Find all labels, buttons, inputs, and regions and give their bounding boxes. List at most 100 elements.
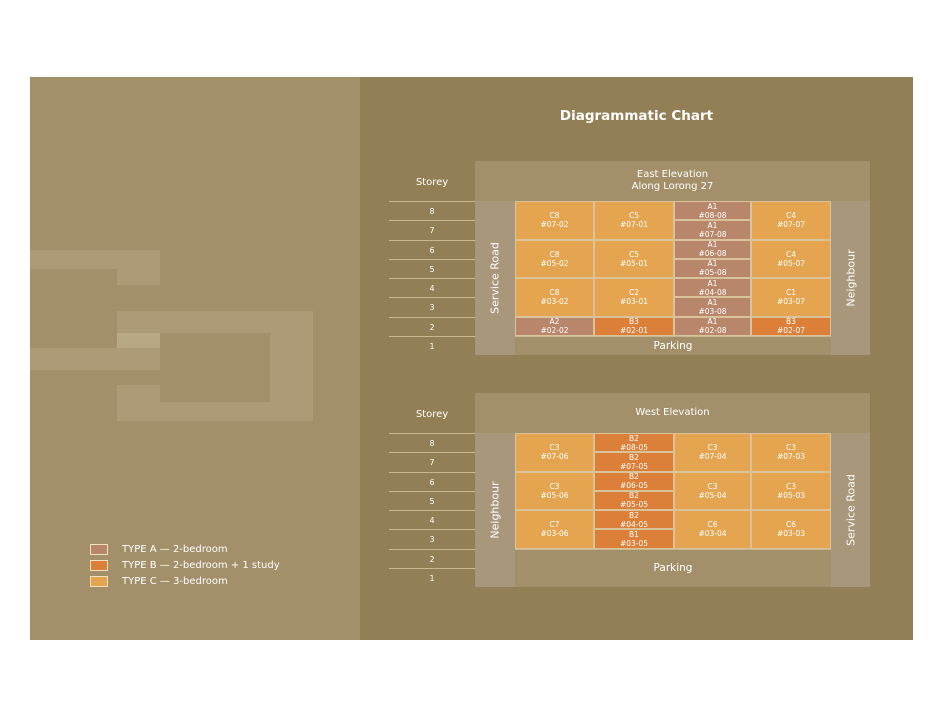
unit-number: #02-08 <box>698 326 727 336</box>
unit-number: #05-02 <box>540 258 569 268</box>
legend-swatch <box>90 544 108 555</box>
side-label: Service Road <box>844 474 857 546</box>
decorative-block <box>30 348 160 370</box>
side-label-right: Neighbour <box>831 201 870 355</box>
unit-number: #05-08 <box>698 268 727 278</box>
unit-cell: C2 #03-01 <box>594 278 674 317</box>
unit-cell: C3 #07-06 <box>515 433 594 472</box>
decorative-block <box>117 370 160 385</box>
legend-item-type-b: TYPE B — 2-bedroom + 1 study <box>90 560 280 571</box>
unit-cell: A1 #08-08 <box>674 201 751 221</box>
unit-type: C5 <box>628 211 639 221</box>
unit-cell: A2 #02-02 <box>515 316 594 336</box>
side-label: Neighbour <box>488 481 502 539</box>
unit-type: C6 <box>785 520 796 530</box>
legend-item-type-c: TYPE C — 3-bedroom <box>90 576 228 587</box>
unit-number: #05-01 <box>619 258 649 268</box>
storey-header: Storey <box>415 409 449 420</box>
storey-row: 7 <box>389 220 475 239</box>
storey-header: Storey <box>415 177 449 188</box>
unit-number: #03-02 <box>540 297 569 307</box>
unit-type: C4 <box>785 249 796 259</box>
unit-cell: C3 #07-04 <box>674 433 751 472</box>
unit-cell: C5 #07-01 <box>594 201 674 240</box>
storey-row: 7 <box>389 452 475 471</box>
legend-swatch <box>90 576 108 587</box>
parking-area: Parking <box>515 335 831 355</box>
elevation-title: West Elevation <box>635 407 710 418</box>
unit-type: B2 <box>629 452 639 462</box>
unit-cell: C5 #05-01 <box>594 239 674 278</box>
unit-number: #07-06 <box>540 452 569 462</box>
unit-cell: C3 #07-03 <box>751 433 831 472</box>
unit-type: A1 <box>707 297 718 307</box>
elevation-title: East Elevation <box>636 169 709 180</box>
unit-type: A1 <box>707 259 718 269</box>
unit-number: #02-02 <box>540 326 569 336</box>
legend-label: TYPE B — 2-bedroom + 1 study <box>122 560 280 571</box>
unit-type: C6 <box>707 520 718 530</box>
unit-cell: B3 #02-07 <box>751 316 831 336</box>
unit-cell: C6 #03-03 <box>751 510 831 549</box>
unit-number: #08-08 <box>698 210 727 220</box>
unit-cell: A1 #02-08 <box>674 316 751 336</box>
left-panel <box>30 77 360 640</box>
legend-label: TYPE C — 3-bedroom <box>122 576 228 587</box>
unit-number: #03-08 <box>698 306 727 316</box>
unit-cell: A1 #07-08 <box>674 220 751 240</box>
legend-label: TYPE A — 2-bedroom <box>122 544 228 555</box>
storey-row: 2 <box>389 316 475 336</box>
unit-number: #06-05 <box>619 481 649 491</box>
legend-item-type-a: TYPE A — 2-bedroom <box>90 544 228 555</box>
unit-type: C3 <box>549 443 560 453</box>
storey-row: 1 <box>389 335 475 355</box>
unit-cell: C8 #07-02 <box>515 201 594 240</box>
storey-row: 1 <box>389 567 475 587</box>
chart-title: Diagrammatic Chart <box>559 108 714 124</box>
unit-number: #08-05 <box>619 442 649 452</box>
unit-number: #03-06 <box>540 529 569 539</box>
storey-row: 4 <box>389 510 475 529</box>
legend-swatch <box>90 560 108 571</box>
unit-cell: C4 #07-07 <box>751 201 831 240</box>
unit-cell: C4 #05-07 <box>751 239 831 278</box>
unit-number: #07-02 <box>540 220 569 230</box>
unit-type: B2 <box>629 510 639 520</box>
unit-cell: B2 #04-05 <box>594 510 674 530</box>
unit-cell: C6 #03-04 <box>674 510 751 549</box>
unit-type: A1 <box>707 201 718 211</box>
unit-type: C1 <box>785 288 796 298</box>
unit-number: #05-05 <box>619 500 649 510</box>
unit-type: C8 <box>549 288 560 298</box>
side-label-left: Service Road <box>475 201 515 355</box>
unit-type: B2 <box>629 491 639 501</box>
unit-type: B2 <box>629 472 639 482</box>
storey-row: 2 <box>389 548 475 568</box>
unit-cell: C8 #05-02 <box>515 239 594 278</box>
unit-type: C8 <box>549 249 560 259</box>
unit-type: C3 <box>707 443 718 453</box>
decorative-block <box>160 333 270 402</box>
side-label-right: Service Road <box>831 433 870 587</box>
unit-cell: B2 #07-05 <box>594 452 674 472</box>
unit-number: #03-07 <box>776 297 806 307</box>
unit-number: #07-04 <box>698 452 727 462</box>
storey-row: 5 <box>389 258 475 278</box>
unit-cell: C3 #05-03 <box>751 471 831 510</box>
side-label: Service Road <box>488 242 502 314</box>
storey-row: 4 <box>389 278 475 297</box>
unit-type: A1 <box>707 317 718 327</box>
unit-cell: A1 #03-08 <box>674 297 751 317</box>
unit-type: C8 <box>549 211 560 221</box>
unit-type: C7 <box>549 520 560 530</box>
storey-row: 8 <box>389 433 475 452</box>
unit-type: C3 <box>707 481 718 491</box>
unit-cell: C3 #05-04 <box>674 471 751 510</box>
unit-number: #03-05 <box>619 538 649 548</box>
unit-number: #05-06 <box>540 490 569 500</box>
unit-cell: B2 #06-05 <box>594 471 674 491</box>
unit-type: A1 <box>707 278 718 288</box>
unit-type: B3 <box>786 317 796 327</box>
unit-number: #02-07 <box>776 326 806 336</box>
unit-type: C2 <box>628 288 639 298</box>
